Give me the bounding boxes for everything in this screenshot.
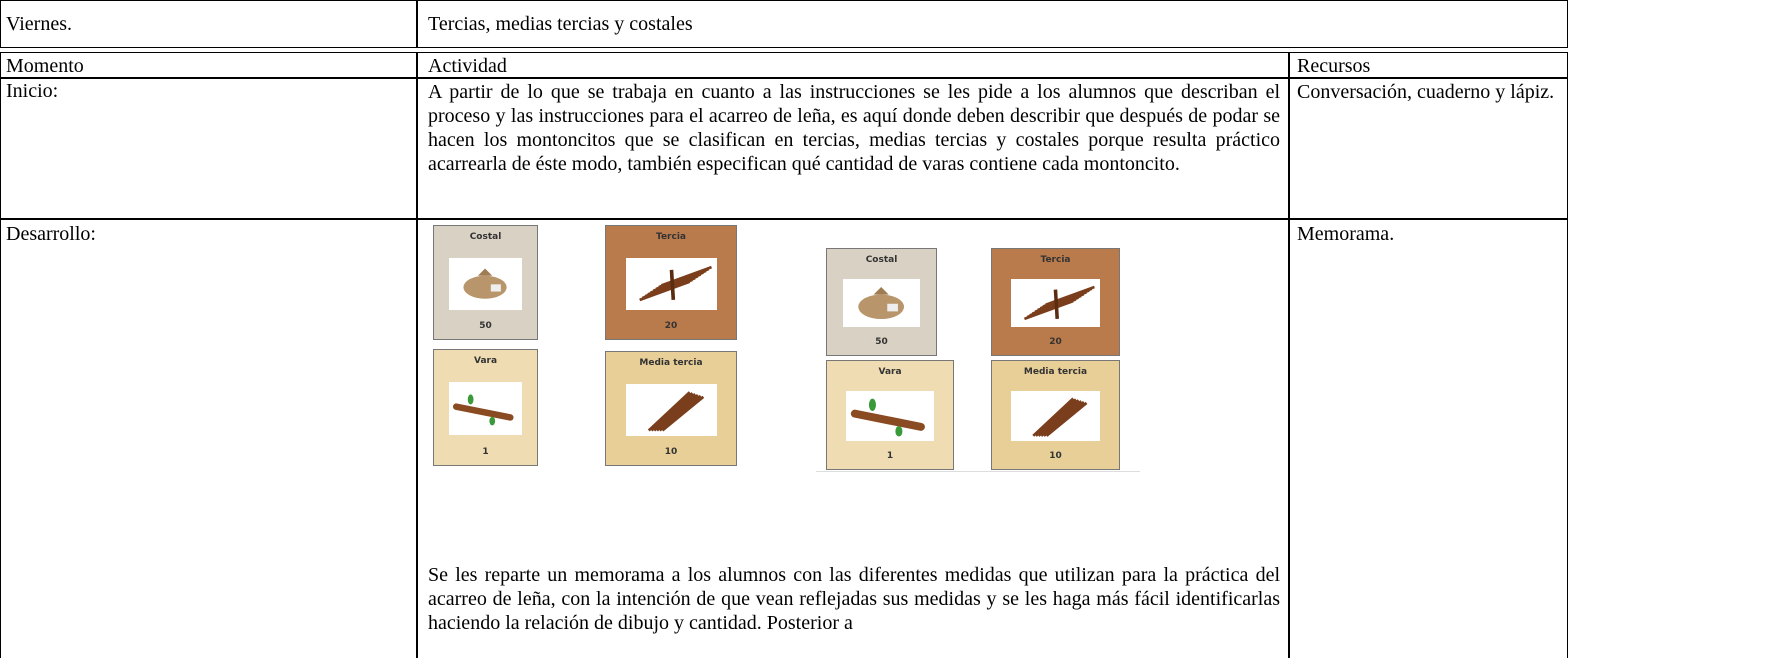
card-value: 50: [875, 337, 888, 347]
moment: Inicio:: [6, 80, 59, 102]
card-value: 10: [664, 447, 678, 457]
header-border: [0, 0, 1568, 48]
memory-card: Media tercia 10: [991, 360, 1120, 470]
col-line: [1288, 52, 1290, 658]
column-header: Actividad: [428, 55, 507, 77]
card-value: 20: [664, 321, 678, 331]
card-value: 1: [482, 447, 489, 457]
card-icon: [453, 394, 514, 426]
memory-card: Media tercia 10: [605, 351, 737, 466]
column-header: Recursos: [1297, 55, 1371, 77]
memory-card: Costal 50: [433, 225, 538, 340]
card-value: 1: [886, 451, 894, 461]
memory-card: Costal 50: [826, 248, 937, 356]
column-header: Momento: [6, 55, 84, 77]
day: Viernes.: [6, 13, 72, 35]
card-value: 10: [1049, 451, 1062, 461]
row-line: [0, 218, 1568, 220]
moment: Desarrollo:: [6, 223, 96, 245]
row-line: [0, 77, 1568, 79]
card-image: [625, 383, 717, 436]
card-value: 20: [1049, 337, 1062, 347]
memory-card: Tercia 20: [605, 225, 737, 340]
card-label: Vara: [878, 367, 902, 377]
card-image: [843, 278, 920, 328]
card-icon: [1024, 285, 1095, 320]
card-icon: [647, 390, 704, 432]
card-icon: [1032, 397, 1088, 438]
resources: Conversación, cuaderno y lápiz.: [1297, 81, 1555, 103]
card-image: [1011, 278, 1100, 328]
image-rule: [816, 471, 1140, 472]
card-image: [449, 257, 522, 310]
card-image: [625, 257, 717, 310]
card-label: Tercia: [1040, 255, 1071, 265]
card-label: Costal: [469, 232, 502, 242]
card-image: [845, 391, 935, 441]
card-icon: [850, 398, 925, 437]
card-icon: [463, 268, 508, 299]
card-label: Media tercia: [639, 358, 703, 368]
memory-card: Tercia 20: [991, 248, 1120, 356]
card-image: [449, 382, 522, 436]
resources: Memorama.: [1297, 223, 1395, 245]
header-divider: [416, 0, 418, 48]
card-label: Costal: [865, 255, 898, 265]
memory-card: Vara 1: [826, 360, 954, 470]
card-label: Media tercia: [1023, 367, 1088, 377]
activity: A partir de lo que se trabaja en cuanto …: [428, 81, 1280, 175]
title: Tercias, medias tercias y costales: [428, 13, 693, 35]
card-image: [1011, 391, 1100, 441]
activity: Se les reparte un memorama a los alumnos…: [428, 564, 1280, 634]
col-line: [416, 52, 418, 658]
memory-card: Vara 1: [433, 349, 538, 466]
card-icon: [638, 265, 712, 301]
card-value: 50: [479, 321, 492, 331]
card-icon: [858, 286, 905, 319]
card-label: Tercia: [656, 232, 686, 242]
card-label: Vara: [473, 356, 498, 366]
table-border: [0, 52, 1568, 658]
